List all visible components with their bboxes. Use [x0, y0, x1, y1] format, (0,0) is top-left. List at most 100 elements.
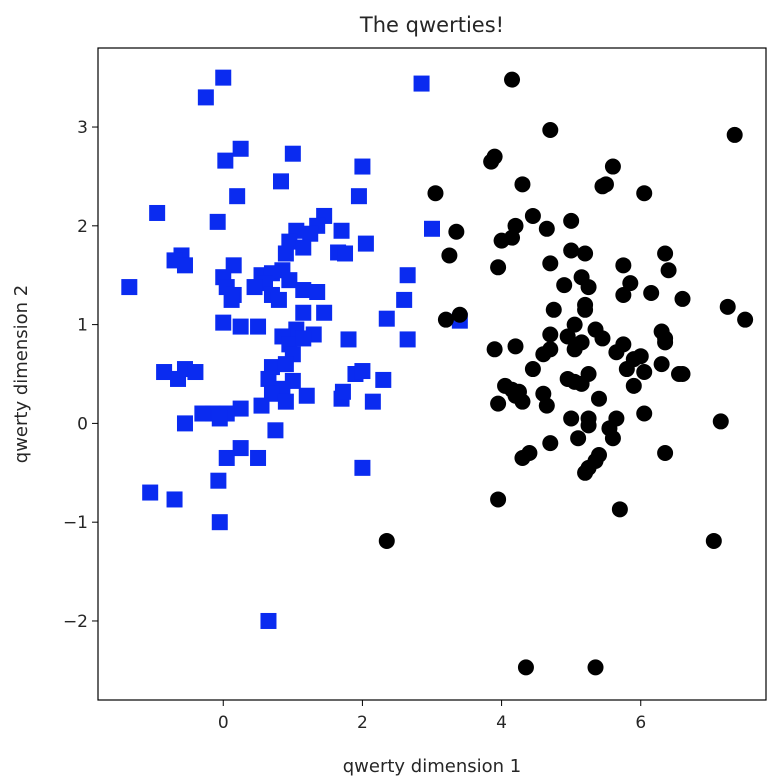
- circle-point: [542, 326, 559, 343]
- square-point: [333, 222, 350, 239]
- square-point: [142, 484, 159, 501]
- square-point: [309, 284, 326, 301]
- circle-point: [674, 290, 691, 307]
- circle-point: [490, 491, 507, 508]
- square-point: [399, 331, 416, 348]
- circle-point: [538, 397, 555, 414]
- x-axis-label: qwerty dimension 1: [343, 756, 521, 777]
- circle-point: [486, 341, 503, 358]
- circle-point: [542, 435, 559, 452]
- circle-point: [483, 153, 500, 170]
- square-point: [267, 422, 284, 439]
- circle-point: [563, 410, 580, 427]
- circle-point: [657, 245, 674, 262]
- circle-point: [570, 430, 587, 447]
- square-point: [229, 188, 246, 205]
- circle-point: [437, 311, 454, 328]
- circle-point: [504, 71, 521, 88]
- circle-point: [594, 330, 611, 347]
- square-point: [215, 314, 232, 331]
- circle-point: [636, 405, 653, 422]
- square-point: [302, 225, 319, 242]
- y-tick-label: −2: [63, 612, 88, 632]
- circle-point: [577, 301, 594, 318]
- circle-point: [653, 356, 670, 373]
- square-point: [364, 393, 381, 410]
- square-point: [246, 279, 263, 296]
- square-point: [232, 140, 249, 157]
- square-point: [375, 371, 392, 388]
- square-point: [399, 267, 416, 284]
- circle-point: [514, 449, 531, 466]
- circle-point: [566, 316, 583, 333]
- square-point: [176, 415, 193, 432]
- square-point: [197, 89, 214, 106]
- square-point: [215, 69, 232, 86]
- circle-point: [604, 158, 621, 175]
- square-point: [281, 272, 298, 289]
- circle-point: [604, 430, 621, 447]
- square-point: [298, 387, 315, 404]
- circle-point: [726, 126, 743, 143]
- circle-point: [378, 532, 395, 549]
- circle-point: [493, 232, 510, 249]
- x-axis-ticks: 0 2 4 6: [218, 700, 646, 733]
- square-point: [354, 158, 371, 175]
- circle-point: [559, 328, 576, 345]
- square-point: [340, 331, 357, 348]
- square-point: [273, 173, 290, 190]
- y-tick-label: 0: [77, 414, 88, 434]
- square-point: [334, 383, 351, 400]
- square-point: [232, 318, 249, 335]
- x-tick-label: 6: [635, 713, 646, 733]
- circle-point: [559, 370, 576, 387]
- circle-point: [625, 377, 642, 394]
- square-point: [295, 239, 312, 256]
- square-point: [270, 291, 287, 308]
- circle-point: [657, 445, 674, 462]
- circle-point: [705, 532, 722, 549]
- circle-point: [719, 298, 736, 315]
- y-tick-label: 3: [77, 118, 88, 138]
- circle-point: [577, 245, 594, 262]
- square-point: [413, 75, 430, 92]
- square-point: [218, 449, 235, 466]
- x-tick-label: 4: [496, 713, 507, 733]
- square-point: [396, 291, 413, 308]
- square-point: [232, 440, 249, 457]
- square-point: [211, 410, 228, 427]
- square-point: [354, 363, 371, 380]
- square-point: [277, 393, 294, 410]
- circle-point: [441, 247, 458, 264]
- square-point: [277, 356, 294, 373]
- square-point: [176, 257, 193, 274]
- circle-point: [451, 306, 468, 323]
- data-points: [121, 69, 754, 676]
- square-point: [316, 304, 333, 321]
- x-tick-label: 0: [218, 713, 229, 733]
- square-point: [210, 472, 227, 489]
- circle-point: [490, 395, 507, 412]
- square-point: [194, 405, 211, 422]
- y-axis-ticks: −2 −1 0 1 2 3: [63, 118, 98, 632]
- circle-point: [618, 361, 635, 378]
- square-point: [354, 459, 371, 476]
- circle-point: [594, 178, 611, 195]
- circle-point: [563, 212, 580, 229]
- y-tick-label: 1: [77, 316, 88, 336]
- square-point: [260, 370, 277, 387]
- circle-point: [580, 417, 597, 434]
- circle-point: [538, 220, 555, 237]
- circle-point: [556, 277, 573, 294]
- square-point: [121, 279, 138, 296]
- square-point: [337, 245, 354, 262]
- square-point: [223, 291, 240, 308]
- y-tick-label: −1: [63, 513, 88, 533]
- circle-point: [674, 366, 691, 382]
- circle-point: [622, 275, 639, 292]
- square-point: [209, 213, 226, 230]
- circle-point: [737, 311, 754, 328]
- square-point: [232, 400, 249, 417]
- square-point: [295, 304, 312, 321]
- square-point: [250, 318, 267, 335]
